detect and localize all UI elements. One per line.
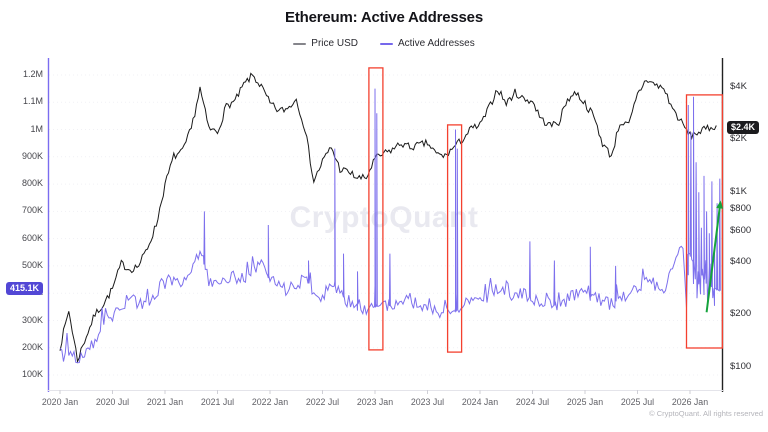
price-line-swatch-icon (293, 42, 307, 45)
x-axis-tick: 2023 Jul (410, 397, 445, 407)
left-axis-tick: 300K (21, 314, 43, 325)
x-axis-tick: 2020 Jul (95, 397, 130, 407)
left-axis-tick: 600K (21, 232, 43, 243)
left-axis-tick: 700K (21, 205, 43, 216)
x-axis-tick: 2023 Jan (356, 397, 394, 407)
left-axis-tick: 1.1M (22, 96, 43, 107)
right-axis-tick: $1K (730, 186, 747, 197)
left-axis-tick: 1.2M (22, 69, 43, 79)
x-axis-tick: 2024 Jan (461, 397, 499, 407)
addresses-line-swatch-icon (379, 42, 393, 45)
price-current-badge: $2.4K (727, 120, 760, 134)
x-axis-tick: 2022 Jan (251, 397, 289, 407)
legend-item-price: Price USD (293, 38, 358, 49)
watermark: CryptoQuant (289, 201, 479, 234)
highlight-box (368, 67, 384, 351)
price-line (59, 72, 717, 364)
right-axis-tick: $4K (730, 80, 747, 92)
right-axis-tick: $800 (730, 203, 752, 214)
x-axis-tick: 2022 Jul (305, 397, 340, 407)
left-axis-tick: 500K (21, 259, 43, 270)
left-axis-tick: 200K (21, 341, 43, 352)
x-axis-tick: 2024 Jul (515, 397, 550, 407)
legend-item-addresses: Active Addresses (379, 38, 475, 49)
left-axis-tick: 100K (21, 369, 43, 379)
legend-addresses-label: Active Addresses (397, 38, 475, 49)
right-axis-tick: $200 (730, 308, 752, 320)
legend-price-label: Price USD (311, 38, 358, 49)
x-axis-tick: 2025 Jan (566, 397, 604, 407)
highlight-box (685, 94, 724, 349)
legend: Price USD Active Addresses (0, 38, 768, 49)
active-addresses-current-badge: 415.1K (6, 282, 44, 296)
x-axis-tick: 2020 Jan (41, 397, 79, 407)
x-axis-tick: 2021 Jan (146, 397, 184, 407)
trend-arrow-head-icon (716, 200, 724, 209)
x-axis-tick: 2025 Jul (620, 397, 655, 407)
chart-title: Ethereum: Active Addresses (285, 9, 483, 26)
left-axis-tick: 800K (21, 178, 43, 189)
right-axis-tick: $400 (730, 255, 752, 267)
x-axis-tick: 2021 Jul (200, 397, 235, 407)
right-axis-tick: $100 (730, 361, 752, 372)
right-axis-tick: $2K (730, 133, 747, 145)
trend-arrow (705, 205, 721, 313)
copyright-text: © CryptoQuant. All rights reserved (649, 409, 763, 418)
left-axis-tick: 1M (30, 123, 43, 134)
x-axis-tick: 2026 Jan (671, 397, 709, 407)
left-axis-tick: 900K (21, 150, 43, 161)
active-addresses-line (59, 88, 721, 364)
highlight-box (446, 124, 463, 353)
right-axis-tick: $600 (730, 224, 752, 236)
